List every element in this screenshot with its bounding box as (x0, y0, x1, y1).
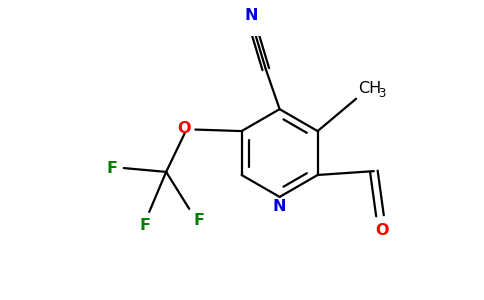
Text: N: N (273, 199, 287, 214)
Text: F: F (140, 218, 151, 233)
Text: F: F (193, 213, 204, 228)
Text: N: N (244, 8, 258, 23)
Text: O: O (375, 224, 388, 238)
Text: O: O (177, 121, 191, 136)
Text: 3: 3 (378, 87, 386, 100)
Text: F: F (106, 160, 118, 175)
Text: CH: CH (359, 81, 382, 96)
